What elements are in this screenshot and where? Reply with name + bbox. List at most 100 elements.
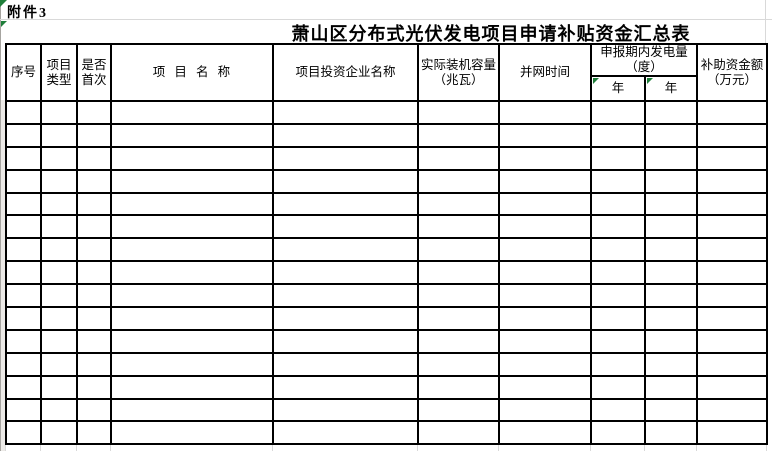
empty-cell[interactable]: [272, 145, 419, 171]
empty-cell[interactable]: [643, 397, 699, 423]
empty-cell[interactable]: [696, 351, 769, 377]
empty-cell[interactable]: [417, 283, 500, 309]
empty-cell[interactable]: [643, 168, 699, 194]
col-header-year-right[interactable]: 年: [643, 75, 699, 102]
empty-cell[interactable]: [40, 351, 78, 377]
empty-cell[interactable]: [76, 420, 112, 446]
empty-cell[interactable]: [5, 283, 42, 309]
empty-cell[interactable]: [5, 374, 42, 400]
empty-cell[interactable]: [76, 214, 112, 240]
attachment-label[interactable]: 附件3: [7, 6, 48, 21]
empty-cell[interactable]: [110, 214, 274, 240]
empty-cell[interactable]: [696, 145, 769, 171]
empty-cell[interactable]: [696, 397, 769, 423]
empty-cell[interactable]: [5, 122, 42, 148]
empty-cell[interactable]: [110, 168, 274, 194]
empty-cell[interactable]: [5, 237, 42, 263]
empty-cell[interactable]: [498, 168, 592, 194]
empty-cell[interactable]: [110, 420, 274, 446]
empty-cell[interactable]: [110, 306, 274, 331]
col-header-grid-connection-time[interactable]: 并网时间: [498, 43, 592, 102]
empty-cell[interactable]: [498, 374, 592, 400]
empty-cell[interactable]: [643, 374, 699, 400]
empty-cell[interactable]: [40, 397, 78, 423]
empty-cell[interactable]: [498, 260, 592, 286]
empty-cell[interactable]: [643, 191, 699, 217]
empty-cell[interactable]: [5, 420, 42, 446]
empty-cell[interactable]: [272, 374, 419, 400]
empty-cell[interactable]: [417, 328, 500, 354]
empty-cell[interactable]: [110, 283, 274, 309]
empty-cell[interactable]: [5, 214, 42, 240]
empty-cell[interactable]: [498, 214, 592, 240]
empty-cell[interactable]: [110, 100, 274, 125]
empty-cell[interactable]: [76, 283, 112, 309]
empty-cell[interactable]: [40, 214, 78, 240]
empty-cell[interactable]: [40, 145, 78, 171]
empty-cell[interactable]: [110, 328, 274, 354]
empty-cell[interactable]: [272, 100, 419, 125]
empty-cell[interactable]: [643, 306, 699, 331]
empty-cell[interactable]: [696, 237, 769, 263]
empty-cell[interactable]: [417, 168, 500, 194]
empty-cell[interactable]: [40, 122, 78, 148]
empty-cell[interactable]: [498, 191, 592, 217]
empty-cell[interactable]: [590, 237, 646, 263]
empty-cell[interactable]: [417, 100, 500, 125]
empty-cell[interactable]: [76, 145, 112, 171]
empty-cell[interactable]: [272, 168, 419, 194]
empty-cell[interactable]: [5, 145, 42, 171]
col-header-generation-in-period[interactable]: 申报期内发电量 （度）: [589, 43, 699, 77]
empty-cell[interactable]: [590, 283, 646, 309]
empty-cell[interactable]: [590, 420, 646, 446]
empty-cell[interactable]: [272, 306, 419, 331]
empty-cell[interactable]: [417, 306, 500, 331]
empty-cell[interactable]: [643, 237, 699, 263]
empty-cell[interactable]: [696, 420, 769, 446]
empty-cell[interactable]: [76, 168, 112, 194]
col-header-project-type[interactable]: 项目 类型: [40, 43, 78, 102]
empty-cell[interactable]: [643, 260, 699, 286]
empty-cell[interactable]: [498, 328, 592, 354]
empty-cell[interactable]: [417, 122, 500, 148]
empty-cell[interactable]: [5, 168, 42, 194]
empty-cell[interactable]: [40, 420, 78, 446]
empty-cell[interactable]: [590, 351, 646, 377]
empty-cell[interactable]: [696, 306, 769, 331]
empty-cell[interactable]: [5, 397, 42, 423]
empty-cell[interactable]: [417, 374, 500, 400]
empty-cell[interactable]: [498, 145, 592, 171]
empty-cell[interactable]: [272, 420, 419, 446]
empty-cell[interactable]: [40, 191, 78, 217]
empty-cell[interactable]: [76, 374, 112, 400]
empty-cell[interactable]: [643, 145, 699, 171]
empty-cell[interactable]: [498, 306, 592, 331]
empty-cell[interactable]: [590, 374, 646, 400]
empty-cell[interactable]: [417, 351, 500, 377]
empty-cell[interactable]: [272, 351, 419, 377]
empty-cell[interactable]: [110, 397, 274, 423]
empty-cell[interactable]: [590, 191, 646, 217]
empty-cell[interactable]: [40, 260, 78, 286]
empty-cell[interactable]: [643, 351, 699, 377]
empty-cell[interactable]: [590, 100, 646, 125]
empty-cell[interactable]: [40, 237, 78, 263]
empty-cell[interactable]: [110, 191, 274, 217]
empty-cell[interactable]: [590, 328, 646, 354]
empty-cell[interactable]: [5, 100, 42, 125]
col-header-is-first[interactable]: 是否 首次: [76, 43, 112, 102]
empty-cell[interactable]: [272, 328, 419, 354]
empty-cell[interactable]: [696, 214, 769, 240]
empty-cell[interactable]: [696, 283, 769, 309]
empty-cell[interactable]: [110, 145, 274, 171]
empty-cell[interactable]: [696, 122, 769, 148]
empty-cell[interactable]: [272, 214, 419, 240]
empty-cell[interactable]: [417, 260, 500, 286]
col-header-serial[interactable]: 序号: [5, 43, 42, 102]
empty-cell[interactable]: [110, 122, 274, 148]
empty-cell[interactable]: [76, 237, 112, 263]
col-header-installed-capacity[interactable]: 实际装机容量 （兆瓦）: [417, 43, 500, 102]
empty-cell[interactable]: [643, 100, 699, 125]
empty-cell[interactable]: [696, 374, 769, 400]
empty-cell[interactable]: [40, 168, 78, 194]
